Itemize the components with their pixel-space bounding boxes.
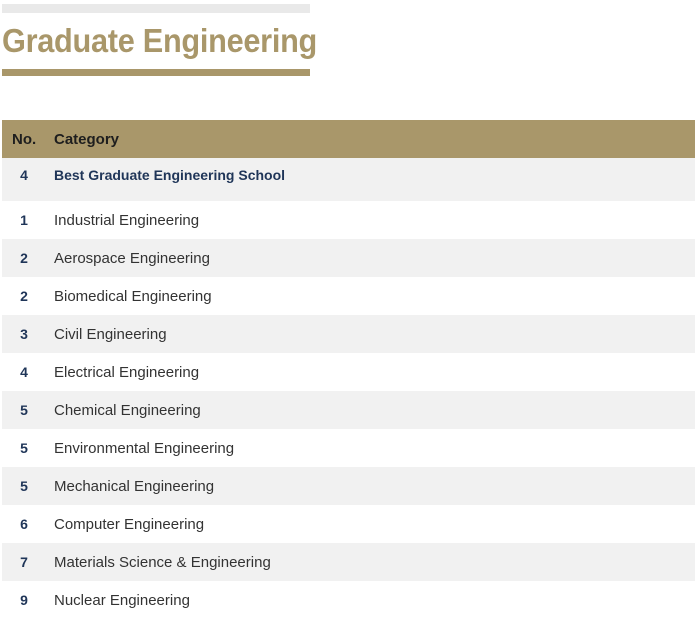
table-row: 2 Aerospace Engineering [2,239,695,277]
rank-number: 9 [20,592,28,608]
category-name: Mechanical Engineering [54,477,215,495]
rank-number: 6 [20,516,28,532]
category-name: Biomedical Engineering [54,287,212,305]
category-name: Best Graduate Engineering School [54,167,286,183]
category-name: Nuclear Engineering [54,591,190,609]
rankings-table: No. Category 4 Best Graduate Engineering… [2,120,695,619]
category-name: Aerospace Engineering [54,249,210,267]
title-underline-bar [2,69,310,76]
rank-number: 1 [20,212,28,228]
rank-number: 2 [20,250,28,266]
title-block: Graduate Engineering [2,4,318,76]
table-row-featured: 4 Best Graduate Engineering School [2,158,695,201]
table-row: 4 Electrical Engineering [2,353,695,391]
rank-number: 5 [20,402,28,418]
rank-number: 3 [20,326,28,342]
table-row: 7 Materials Science & Engineering [2,543,695,581]
category-name: Computer Engineering [54,515,205,533]
table-row: 2 Biomedical Engineering [2,277,695,315]
rank-number: 4 [20,167,28,183]
header-no: No. [12,130,37,148]
title-top-bar [2,4,310,13]
table-row: 5 Chemical Engineering [2,391,695,429]
rank-number: 2 [20,288,28,304]
category-name: Chemical Engineering [54,401,201,419]
table-row: 9 Nuclear Engineering [2,581,695,619]
rank-number: 4 [20,364,28,380]
table-row: 6 Computer Engineering [2,505,695,543]
table-row: 5 Environmental Engineering [2,429,695,467]
rank-number: 5 [20,478,28,494]
table-header: No. Category [2,120,695,158]
page-title: Graduate Engineering [2,22,318,59]
category-name: Environmental Engineering [54,439,235,457]
category-name: Materials Science & Engineering [54,553,271,571]
table-row: 1 Industrial Engineering [2,201,695,239]
table-row: 5 Mechanical Engineering [2,467,695,505]
rank-number: 5 [20,440,28,456]
header-category: Category [54,130,120,148]
category-name: Electrical Engineering [54,363,200,381]
category-name: Civil Engineering [54,325,167,343]
rank-number: 7 [20,554,28,570]
table-row: 3 Civil Engineering [2,315,695,353]
category-name: Industrial Engineering [54,211,200,229]
